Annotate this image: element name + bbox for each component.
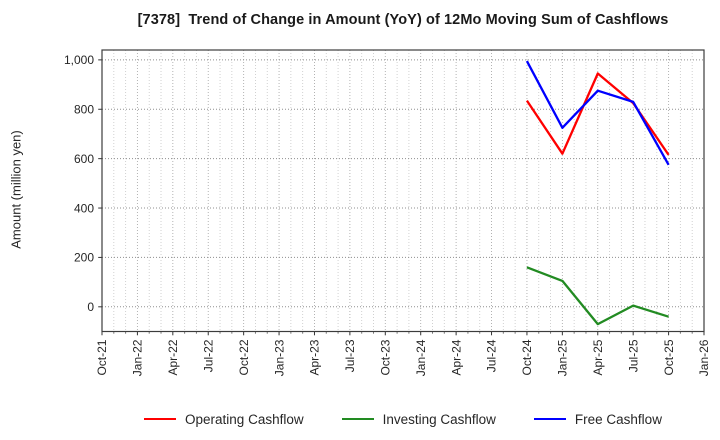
legend-line-sample-free-cashflow (533, 418, 566, 420)
chart-title: [7378] Trend of Change in Amount (YoY) o… (137, 12, 669, 28)
x-tick-label: Apr-24 (449, 339, 463, 375)
y-tick-label: 1,000 (64, 53, 94, 67)
y-tick-label: 0 (87, 300, 94, 314)
x-tick-label: Oct-23 (378, 339, 392, 375)
x-tick-label: Apr-25 (591, 339, 605, 375)
x-tick-label: Apr-22 (166, 339, 180, 375)
y-tick-label: 400 (74, 201, 94, 215)
x-tick-label: Jul-25 (626, 339, 640, 372)
x-tick-label: Jul-22 (201, 339, 215, 372)
legend-line-sample-operating-cashflow (144, 418, 177, 420)
series-line-investing-cashflow (526, 266, 669, 326)
x-tick-label: Jan-23 (272, 339, 286, 376)
series-line-free-cashflow (525, 60, 670, 166)
x-tick-label: Oct-21 (95, 339, 109, 375)
legend-label-investing-cashflow: Investing Cashflow (382, 411, 496, 427)
legend-line-sample-investing-cashflow (341, 418, 374, 420)
legend-label-free-cashflow: Free Cashflow (574, 411, 662, 427)
legend-label-operating-cashflow: Operating Cashflow (185, 411, 304, 427)
plot-frame (101, 49, 705, 333)
x-tick-label: Jul-23 (343, 339, 357, 372)
x-tick-label: Jan-22 (131, 339, 145, 376)
x-tick-label: Jan-26 (697, 339, 711, 376)
x-tick-label: Oct-24 (520, 339, 534, 375)
x-tick-label: Jul-24 (485, 339, 499, 372)
legend-item-free-cashflow: Free Cashflow (533, 411, 662, 427)
x-tick-label: Jan-25 (556, 339, 570, 376)
legend-item-operating-cashflow: Operating Cashflow (144, 412, 304, 427)
y-tick-label: 800 (74, 103, 94, 117)
x-tick-label: Apr-23 (308, 339, 322, 375)
x-tick-label: Oct-22 (237, 339, 251, 375)
legend-item-investing-cashflow: Investing Cashflow (341, 411, 496, 427)
y-tick-label: 600 (74, 152, 94, 166)
legend: Operating Cashflow Investing Cashflow Free… (102, 406, 704, 432)
x-tick-label: Oct-25 (662, 339, 676, 375)
series-line-operating-cashflow (525, 72, 670, 156)
x-tick-label: Jan-24 (414, 339, 428, 376)
y-tick-label: 200 (74, 251, 94, 265)
